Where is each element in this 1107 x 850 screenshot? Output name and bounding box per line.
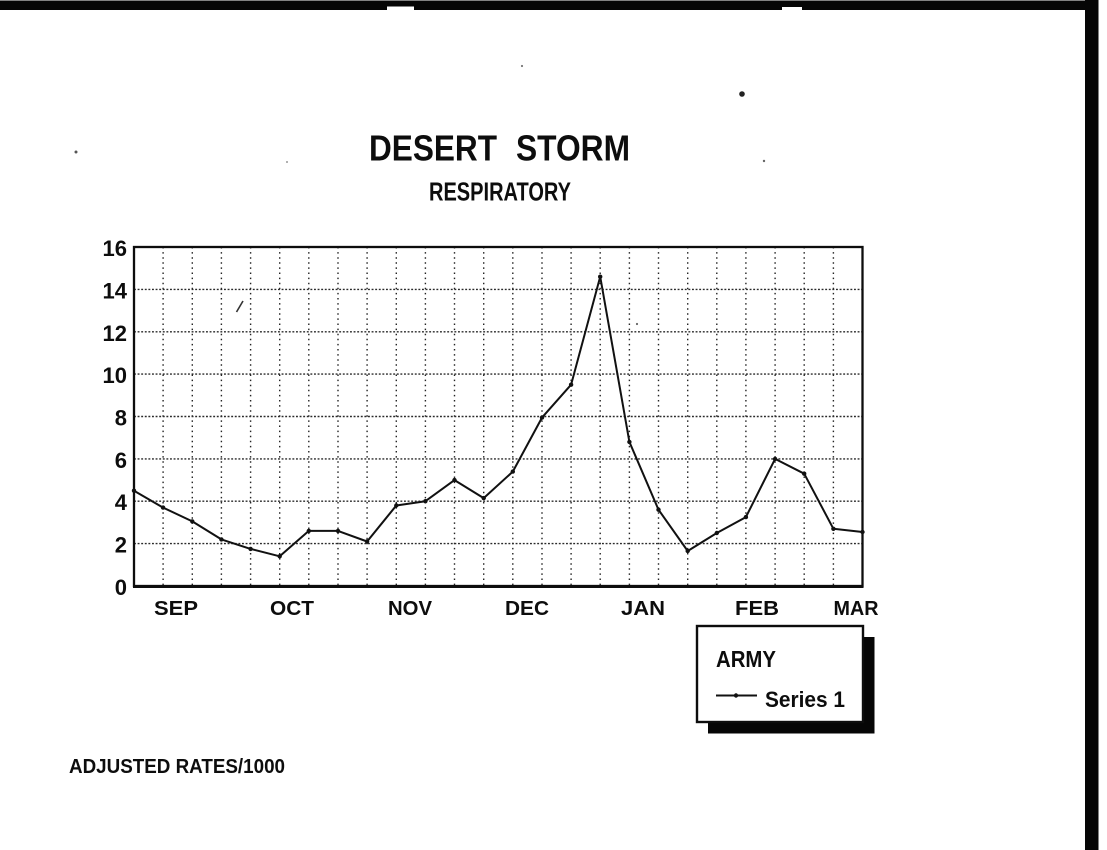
svg-text:2: 2	[115, 533, 127, 558]
svg-text:14: 14	[103, 278, 128, 303]
svg-text:Series 1: Series 1	[765, 687, 845, 712]
svg-text:RESPIRATORY: RESPIRATORY	[429, 177, 571, 207]
svg-text:DESERT: DESERT	[369, 128, 497, 169]
svg-text:ADJUSTED RATES/1000: ADJUSTED RATES/1000	[69, 755, 285, 778]
svg-text:16: 16	[103, 236, 127, 261]
svg-text:SEP: SEP	[154, 598, 198, 620]
svg-text:STORM: STORM	[516, 128, 630, 169]
svg-text:JAN: JAN	[621, 598, 665, 620]
svg-text:8: 8	[115, 406, 127, 431]
svg-text:OCT: OCT	[270, 598, 314, 620]
svg-text:MAR: MAR	[834, 598, 880, 620]
svg-text:DEC: DEC	[505, 598, 549, 620]
svg-text:4: 4	[115, 490, 128, 515]
svg-text:10: 10	[103, 363, 127, 388]
svg-text:NOV: NOV	[388, 598, 433, 620]
svg-text:12: 12	[103, 321, 127, 346]
svg-text:0: 0	[115, 575, 127, 600]
svg-text:ARMY: ARMY	[716, 646, 776, 672]
svg-text:6: 6	[115, 448, 127, 473]
svg-text:FEB: FEB	[735, 598, 779, 620]
